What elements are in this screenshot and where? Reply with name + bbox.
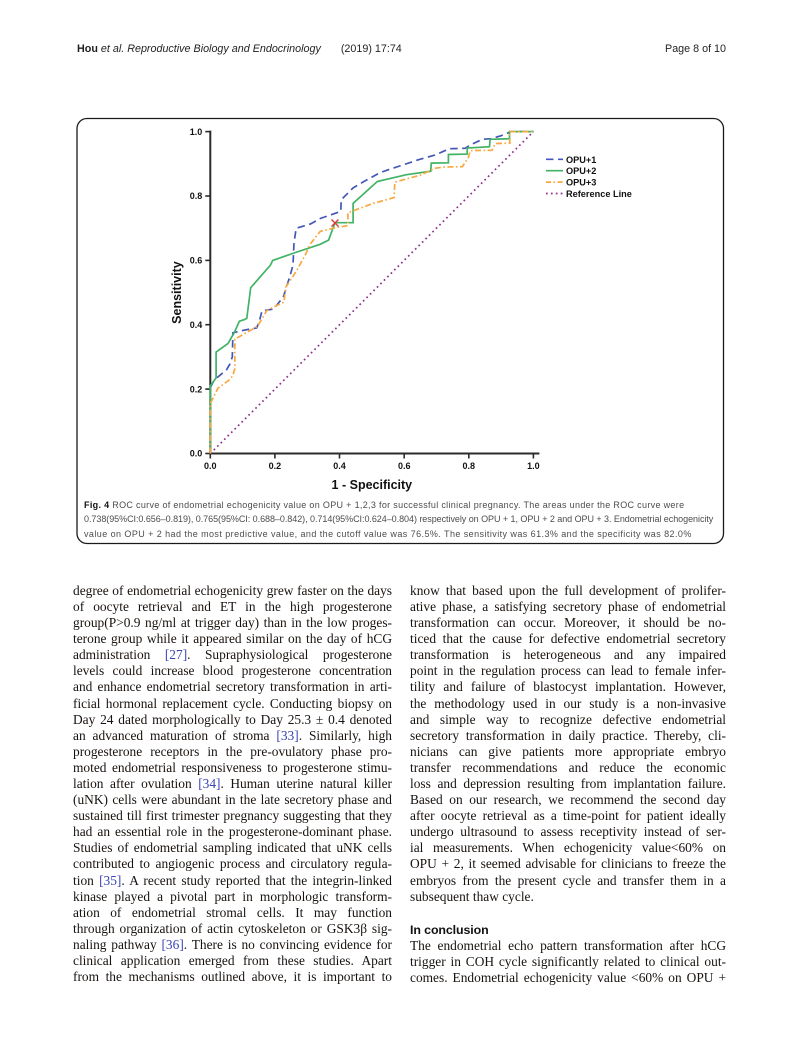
svg-text:1.0: 1.0 bbox=[527, 461, 540, 471]
svg-text:0.6: 0.6 bbox=[398, 461, 411, 471]
svg-text:0.6: 0.6 bbox=[190, 256, 203, 266]
svg-text:OPU+2: OPU+2 bbox=[566, 166, 596, 176]
svg-text:0.8: 0.8 bbox=[463, 461, 476, 471]
svg-text:OPU+1: OPU+1 bbox=[566, 155, 596, 165]
svg-text:1.0: 1.0 bbox=[190, 127, 203, 137]
svg-text:0.2: 0.2 bbox=[269, 461, 282, 471]
svg-text:1 - Specificity: 1 - Specificity bbox=[332, 478, 413, 492]
svg-text:0.4: 0.4 bbox=[333, 461, 346, 471]
svg-text:OPU+3: OPU+3 bbox=[566, 178, 596, 188]
svg-text:Reference Line: Reference Line bbox=[566, 189, 632, 199]
svg-text:0.0: 0.0 bbox=[190, 449, 203, 459]
svg-text:0.4: 0.4 bbox=[190, 320, 203, 330]
svg-text:0.2: 0.2 bbox=[190, 384, 203, 394]
svg-text:0.0: 0.0 bbox=[204, 461, 217, 471]
svg-text:Sensitivity: Sensitivity bbox=[170, 261, 184, 324]
svg-text:0.8: 0.8 bbox=[190, 191, 203, 201]
